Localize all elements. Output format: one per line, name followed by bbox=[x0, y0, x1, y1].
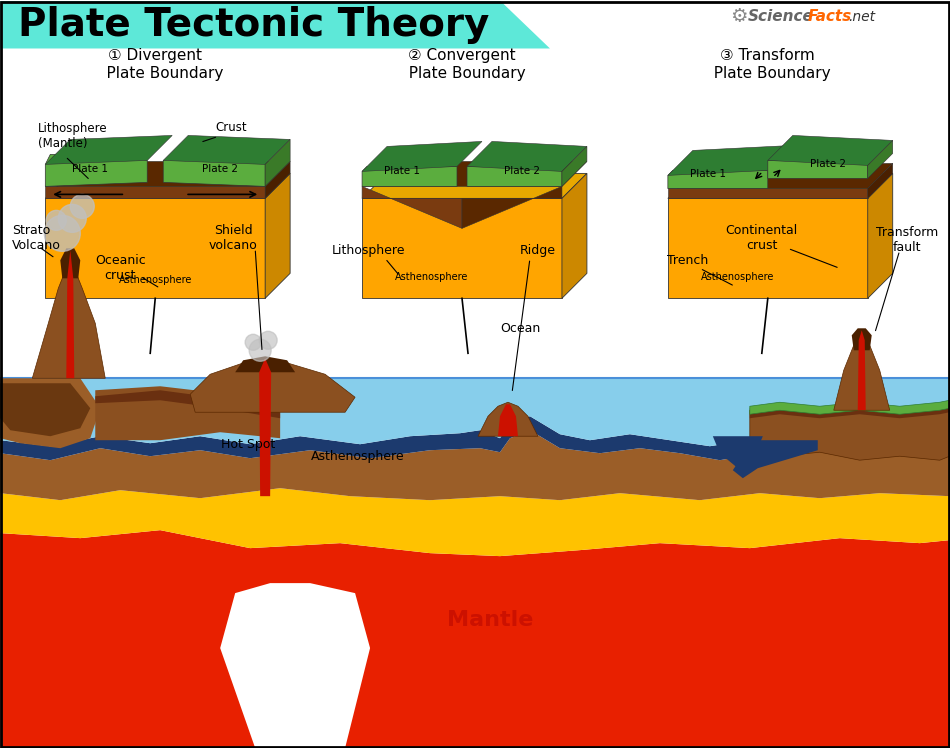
Text: Ocean: Ocean bbox=[500, 322, 541, 335]
Text: Oceanic
crust: Oceanic crust bbox=[95, 254, 145, 282]
Polygon shape bbox=[362, 166, 457, 186]
Polygon shape bbox=[0, 378, 950, 447]
Polygon shape bbox=[265, 174, 290, 298]
Polygon shape bbox=[190, 361, 355, 412]
Text: Plate 2: Plate 2 bbox=[504, 166, 540, 177]
Text: .net: .net bbox=[847, 10, 875, 23]
Polygon shape bbox=[46, 186, 265, 198]
Polygon shape bbox=[236, 356, 295, 373]
Polygon shape bbox=[0, 416, 950, 460]
Text: Asthenosphere: Asthenosphere bbox=[701, 272, 774, 282]
Polygon shape bbox=[95, 390, 280, 418]
Polygon shape bbox=[668, 198, 867, 298]
Polygon shape bbox=[750, 406, 950, 460]
Polygon shape bbox=[852, 328, 872, 350]
Text: ① Divergent
    Plate Boundary: ① Divergent Plate Boundary bbox=[87, 48, 223, 82]
Text: Mantle: Mantle bbox=[446, 610, 533, 630]
Polygon shape bbox=[467, 166, 562, 186]
Text: Trench: Trench bbox=[667, 254, 709, 267]
Text: Facts: Facts bbox=[808, 9, 852, 24]
Polygon shape bbox=[750, 400, 950, 414]
Circle shape bbox=[47, 210, 66, 230]
Text: Plate 1: Plate 1 bbox=[690, 169, 726, 180]
Polygon shape bbox=[46, 174, 290, 198]
Text: Shield
volcano: Shield volcano bbox=[209, 224, 257, 252]
Text: Plate Tectonic Theory: Plate Tectonic Theory bbox=[18, 5, 489, 43]
Polygon shape bbox=[867, 174, 893, 298]
Text: Lithosphere: Lithosphere bbox=[332, 244, 405, 257]
Text: Strato
Volcano: Strato Volcano bbox=[12, 224, 61, 252]
Polygon shape bbox=[362, 162, 587, 186]
Polygon shape bbox=[750, 404, 950, 418]
Polygon shape bbox=[467, 141, 587, 171]
Text: Asthenosphere: Asthenosphere bbox=[119, 275, 192, 285]
Polygon shape bbox=[867, 141, 893, 178]
Polygon shape bbox=[668, 145, 793, 175]
Polygon shape bbox=[462, 186, 562, 228]
Text: Hot Spot: Hot Spot bbox=[221, 438, 276, 451]
Polygon shape bbox=[0, 1, 550, 49]
Polygon shape bbox=[66, 251, 74, 378]
Polygon shape bbox=[498, 404, 518, 436]
Text: Lithosphere
(Mantle): Lithosphere (Mantle) bbox=[38, 123, 108, 150]
Polygon shape bbox=[46, 162, 290, 186]
Polygon shape bbox=[562, 147, 587, 186]
Polygon shape bbox=[362, 186, 462, 228]
Polygon shape bbox=[46, 154, 147, 186]
Polygon shape bbox=[46, 135, 172, 165]
Polygon shape bbox=[259, 358, 271, 496]
Text: Ridge: Ridge bbox=[520, 244, 556, 257]
Circle shape bbox=[70, 194, 94, 218]
Polygon shape bbox=[265, 162, 290, 198]
Text: Asthenosphere: Asthenosphere bbox=[312, 450, 405, 463]
Text: ③ Transform
  Plate Boundary: ③ Transform Plate Boundary bbox=[705, 48, 831, 82]
Polygon shape bbox=[712, 436, 763, 468]
Polygon shape bbox=[163, 135, 290, 165]
Polygon shape bbox=[362, 174, 587, 198]
Polygon shape bbox=[834, 335, 890, 410]
Polygon shape bbox=[867, 163, 893, 198]
Text: Plate 2: Plate 2 bbox=[202, 165, 238, 174]
Polygon shape bbox=[768, 135, 893, 165]
Text: Continental
crust: Continental crust bbox=[726, 224, 798, 252]
Polygon shape bbox=[265, 139, 290, 186]
Polygon shape bbox=[0, 383, 90, 436]
Polygon shape bbox=[668, 188, 867, 198]
Polygon shape bbox=[0, 430, 950, 500]
Polygon shape bbox=[768, 160, 867, 178]
Text: ② Convergent
  Plate Boundary: ② Convergent Plate Boundary bbox=[399, 48, 525, 82]
Circle shape bbox=[259, 331, 277, 349]
Polygon shape bbox=[858, 331, 865, 410]
Polygon shape bbox=[0, 488, 950, 556]
Polygon shape bbox=[668, 163, 893, 188]
Polygon shape bbox=[478, 402, 538, 436]
Text: Plate 1: Plate 1 bbox=[72, 165, 108, 174]
Text: Asthenosphere: Asthenosphere bbox=[395, 272, 468, 282]
Text: Plate 2: Plate 2 bbox=[809, 159, 846, 169]
Polygon shape bbox=[0, 378, 101, 448]
Circle shape bbox=[45, 215, 80, 251]
Polygon shape bbox=[732, 441, 818, 478]
Text: Plate 1: Plate 1 bbox=[384, 166, 420, 177]
Polygon shape bbox=[32, 269, 105, 378]
Text: Science: Science bbox=[748, 9, 814, 24]
Polygon shape bbox=[0, 530, 950, 748]
Text: ⚙: ⚙ bbox=[730, 7, 748, 26]
Polygon shape bbox=[60, 248, 80, 278]
Polygon shape bbox=[362, 198, 562, 298]
Polygon shape bbox=[163, 154, 265, 186]
Text: Crust: Crust bbox=[216, 121, 247, 135]
Polygon shape bbox=[362, 141, 482, 171]
Text: Transform
fault: Transform fault bbox=[876, 227, 938, 254]
Polygon shape bbox=[220, 583, 370, 748]
Polygon shape bbox=[562, 174, 587, 298]
Polygon shape bbox=[668, 171, 768, 188]
Circle shape bbox=[245, 334, 261, 350]
Polygon shape bbox=[95, 386, 280, 441]
Circle shape bbox=[249, 340, 271, 361]
Polygon shape bbox=[668, 174, 893, 198]
Circle shape bbox=[58, 204, 86, 233]
Polygon shape bbox=[46, 198, 265, 298]
